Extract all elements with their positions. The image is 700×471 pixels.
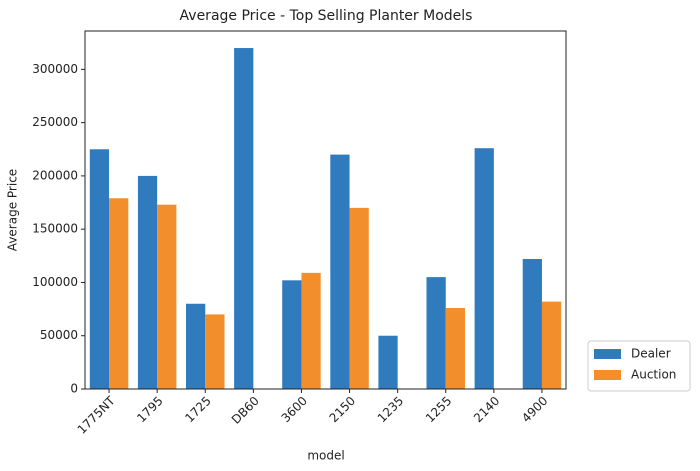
chart-title: Average Price - Top Selling Planter Mode… <box>180 8 473 24</box>
bar <box>541 301 562 389</box>
legend-label: Dealer <box>631 347 671 361</box>
y-tick-label: 200000 <box>32 168 78 182</box>
y-tick-label: 150000 <box>32 222 78 236</box>
bar <box>378 335 398 389</box>
y-axis-label: Average Price <box>6 169 20 251</box>
x-tick-label: 3600 <box>279 394 310 425</box>
y-tick-label: 50000 <box>40 328 78 342</box>
x-tick-label: 2140 <box>471 394 502 425</box>
x-axis-label: model <box>307 449 344 463</box>
legend-swatch <box>594 370 621 380</box>
bar <box>426 277 446 389</box>
bar <box>445 308 465 389</box>
x-tick-label: 1795 <box>134 394 165 425</box>
x-tick-label: 1775NT <box>75 393 118 436</box>
legend-swatch <box>594 349 621 359</box>
y-tick-label: 250000 <box>32 115 78 129</box>
x-tick-label: 4900 <box>519 394 550 425</box>
x-tick-label: 1235 <box>375 394 406 425</box>
x-tick-label: 1255 <box>423 394 454 425</box>
bar <box>282 280 302 389</box>
bar <box>301 272 321 389</box>
bar <box>205 314 225 389</box>
bar <box>186 303 206 389</box>
y-tick-label: 100000 <box>32 275 78 289</box>
x-tick-label: 1725 <box>182 394 213 425</box>
bar <box>349 207 369 389</box>
bar <box>157 204 177 389</box>
y-tick-label: 0 <box>70 382 78 396</box>
x-tick-label: 2150 <box>327 394 358 425</box>
legend-label: Auction <box>631 368 676 382</box>
bar <box>330 154 350 389</box>
plot-frame <box>84 30 567 390</box>
bar <box>474 148 494 389</box>
bar <box>234 48 254 390</box>
x-tick-label: DB60 <box>229 394 262 427</box>
bar <box>109 198 129 389</box>
y-tick-label: 300000 <box>32 62 78 76</box>
bar <box>137 175 158 389</box>
bar <box>522 259 542 389</box>
bar <box>89 149 110 389</box>
